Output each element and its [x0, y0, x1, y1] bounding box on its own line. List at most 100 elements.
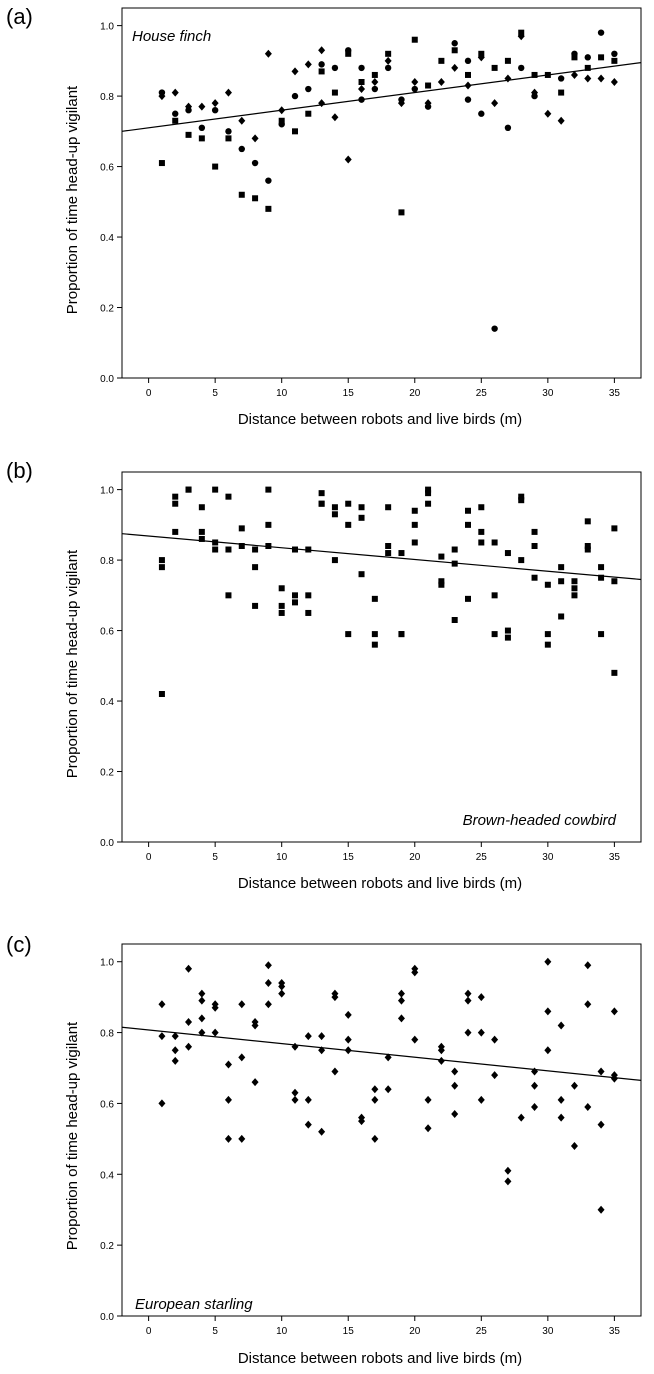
plot-frame	[121, 943, 642, 1317]
data-point	[264, 1000, 272, 1009]
plot-frame	[121, 7, 642, 379]
data-point	[584, 546, 591, 553]
data-point	[171, 1032, 179, 1041]
data-point	[371, 631, 378, 638]
data-point	[610, 78, 618, 86]
data-point	[345, 631, 352, 638]
data-point	[172, 493, 179, 500]
data-point	[397, 989, 405, 998]
data-point	[291, 1042, 299, 1051]
data-point	[358, 79, 365, 85]
panel-letter: (a)	[6, 4, 33, 29]
data-point	[584, 543, 591, 549]
data-point	[371, 1095, 379, 1104]
data-point	[318, 1032, 326, 1041]
data-point	[238, 543, 245, 549]
data-point	[384, 64, 392, 72]
x-tick-label: 20	[409, 388, 421, 399]
data-point	[478, 528, 485, 535]
data-point	[305, 85, 312, 93]
data-point	[437, 78, 445, 86]
data-point	[371, 1134, 379, 1143]
data-point	[198, 535, 205, 542]
data-point	[198, 135, 205, 142]
data-point	[491, 1071, 499, 1080]
data-point	[425, 82, 432, 89]
data-point	[371, 641, 378, 648]
x-tick-label: 20	[409, 852, 421, 863]
data-point	[385, 50, 392, 57]
data-point	[198, 1028, 206, 1037]
data-point	[265, 177, 272, 184]
y-tick-label: 0.0	[100, 374, 114, 385]
data-point	[212, 539, 219, 546]
data-point	[344, 1010, 352, 1019]
data-point	[464, 1028, 472, 1037]
data-point	[358, 1117, 366, 1126]
data-point	[544, 581, 551, 588]
data-point	[504, 627, 511, 634]
data-point	[278, 106, 286, 115]
data-point	[318, 46, 326, 55]
data-point	[238, 1053, 246, 1062]
data-point	[265, 205, 272, 212]
data-point	[531, 1102, 539, 1111]
data-point	[292, 546, 298, 553]
x-tick-label: 25	[476, 388, 488, 399]
data-point	[558, 89, 565, 96]
data-point	[518, 64, 525, 72]
data-point	[491, 325, 498, 332]
x-axis-title: Distance between robots and live birds (…	[238, 1350, 522, 1367]
data-point	[304, 1120, 312, 1129]
data-point	[185, 1042, 193, 1051]
data-point	[211, 1003, 219, 1012]
data-point	[158, 1099, 166, 1108]
data-point	[451, 617, 458, 623]
y-tick-label: 1.0	[100, 958, 114, 969]
data-point	[598, 631, 605, 638]
data-point	[212, 546, 219, 553]
data-point	[358, 514, 365, 521]
data-point	[158, 160, 165, 167]
x-tick-label: 35	[609, 388, 621, 399]
data-point	[451, 63, 459, 72]
y-tick-label: 0.2	[100, 304, 114, 315]
data-point	[344, 1035, 352, 1044]
data-point	[491, 592, 498, 599]
data-point	[584, 1102, 592, 1111]
data-point	[531, 92, 538, 100]
data-point	[185, 106, 192, 114]
data-point	[531, 543, 538, 549]
data-point	[318, 61, 325, 68]
data-point	[531, 1067, 539, 1076]
data-point	[465, 595, 471, 602]
data-point	[597, 1205, 605, 1214]
data-point	[198, 989, 206, 998]
data-point	[318, 99, 326, 108]
data-point	[264, 978, 272, 987]
data-point	[158, 1032, 166, 1041]
data-point	[172, 110, 179, 117]
data-point	[477, 1095, 485, 1104]
data-point	[584, 1000, 592, 1009]
data-point	[478, 110, 485, 117]
data-point	[518, 497, 525, 504]
x-axis-title: Distance between robots and live birds (…	[238, 411, 522, 428]
data-point	[385, 504, 392, 511]
data-point	[172, 117, 179, 124]
data-point	[251, 159, 259, 167]
data-point	[278, 117, 285, 124]
data-point	[557, 116, 565, 125]
data-point	[451, 1067, 459, 1076]
data-point	[517, 1113, 525, 1122]
data-point	[265, 486, 272, 493]
x-tick-label: 15	[343, 1326, 355, 1337]
data-point	[158, 89, 166, 96]
data-point	[451, 40, 458, 47]
data-point	[438, 57, 445, 64]
data-point	[264, 49, 272, 58]
data-point	[158, 1000, 166, 1009]
data-point	[438, 578, 445, 585]
data-point	[558, 578, 565, 585]
data-point	[371, 78, 379, 86]
